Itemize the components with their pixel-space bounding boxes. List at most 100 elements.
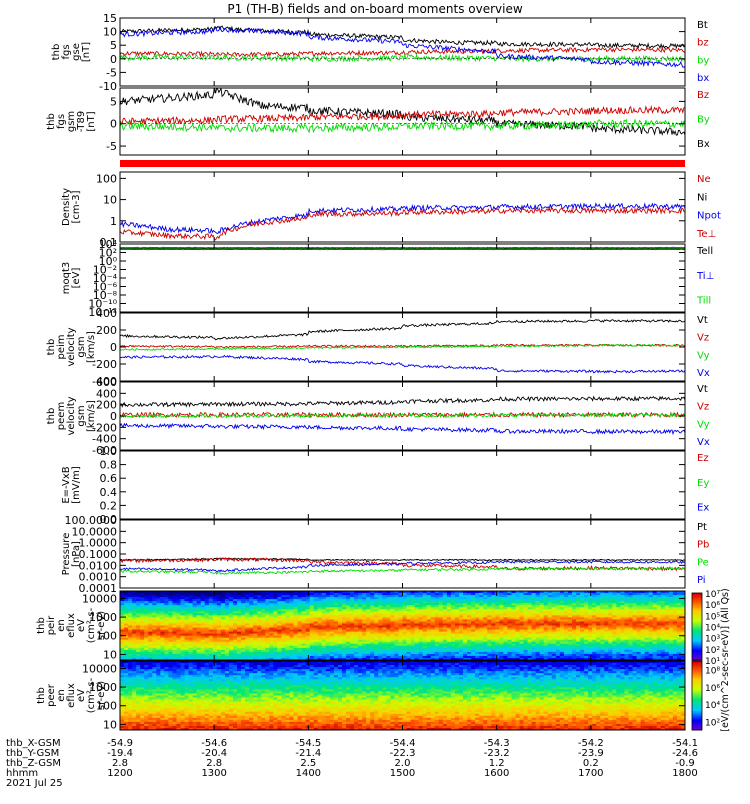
plot-title: P1 (TH-B) fields and on-board moments ov… (227, 2, 523, 16)
legend-pressure-3: Pi (697, 575, 706, 586)
colorbar-tick: 10⁶ (705, 684, 720, 694)
y-tick-label: 10000 (82, 662, 117, 675)
colorbar-tick: 10⁶ (705, 601, 720, 611)
y-tick-label: 100 (96, 172, 117, 185)
legend-fgs-3: bx (697, 73, 709, 84)
legend-peim-0: Vt (697, 315, 708, 326)
ylabel-line: sr-eV) (96, 611, 107, 640)
series-fgs_gsm-1 (120, 107, 685, 125)
series-fgs_gsm-2 (120, 120, 685, 133)
legend-temp-2: Till (696, 296, 711, 307)
ylabel-line: sr-eV) (96, 681, 107, 710)
ylabel-line: [mV/m] (71, 466, 82, 504)
legend-peem-2: Vy (697, 419, 710, 430)
date-label: 2021 Jul 25 (6, 778, 63, 789)
series-density-0 (120, 204, 685, 234)
series-peem-0 (120, 397, 685, 407)
legend-efield-0: Ez (697, 453, 709, 464)
y-tick-label: 0 (110, 118, 117, 131)
y-tick-label: 5 (110, 95, 117, 108)
y-tick-label: -5 (106, 66, 117, 79)
legend-fgs_gsm-2: Bx (697, 139, 710, 150)
ylabel-line: [nT] (81, 42, 92, 62)
y-tick-label: 0 (110, 53, 117, 66)
panel-frame (120, 244, 685, 312)
panel-frame (120, 520, 685, 588)
legend-fgs-2: by (697, 55, 709, 66)
legend-efield-2: Ex (697, 503, 709, 514)
y-tick-label: 15 (103, 12, 117, 25)
legend-fgs_gsm-0: Bz (697, 90, 709, 101)
spectrogram-peer (120, 661, 686, 731)
legend-fgs-0: Bt (697, 20, 708, 31)
ylabel-line: [eV] (71, 268, 82, 289)
colorbar-tick: 10¹ (705, 657, 720, 667)
colorbar-tick: 10⁵ (705, 612, 720, 622)
legend-peim-3: Vx (697, 368, 710, 379)
legend-efield-1: Ey (697, 478, 709, 489)
colorbar-tick: 10² (705, 718, 720, 728)
axis-row-value: 1300 (201, 768, 226, 779)
ylabel-line: [km/s] (86, 331, 97, 363)
y-tick-label: 0.8 (100, 459, 118, 472)
axis-row-value: 1600 (484, 768, 509, 779)
series-peim-3 (120, 356, 685, 373)
legend-peim-1: Vz (697, 333, 709, 344)
axis-row-value: 1200 (107, 768, 132, 779)
y-tick-label: 200 (96, 324, 117, 337)
spectrogram-peir (120, 591, 686, 661)
y-tick-label: 0.4 (100, 486, 118, 499)
legend-density-2: Npot (697, 211, 721, 222)
legend-pressure-0: Pt (697, 522, 707, 533)
y-tick-label: 0.6 (100, 472, 118, 485)
panel-temp: 10⁴10²10⁰10⁻²10⁻⁴10⁻⁶10⁻⁸10⁻¹⁰10⁻¹²moqt3… (61, 238, 714, 319)
colorbar-label: [eV/(cm^2-sec-sr-eV)] (All Qs) (720, 588, 731, 731)
y-tick-label: -5 (106, 140, 117, 153)
series-pressure-3 (120, 568, 685, 575)
colorbar-tick: 10⁷ (705, 590, 720, 600)
panel-frame (120, 451, 685, 519)
y-tick-label: 1.0 (100, 445, 118, 458)
series-peim-0 (120, 320, 685, 340)
colorbar-tick: 10⁸ (705, 667, 720, 677)
legend-peem-1: Vz (697, 402, 709, 413)
legend-temp-1: Ti⊥ (696, 271, 714, 282)
legend-pressure-1: Pb (697, 540, 709, 551)
y-tick-label: 10 (103, 718, 117, 731)
y-tick-label: 10000 (82, 592, 117, 605)
y-tick-label: 0 (110, 341, 117, 354)
legend-fgs_gsm-1: By (697, 114, 710, 125)
axis-row-value: 1800 (672, 768, 697, 779)
ylabel-line: [nPa] (71, 541, 82, 567)
ylabel-density: Density[cm-3] (61, 188, 82, 226)
legend-temp-0: Tell (696, 246, 713, 257)
y-tick-label: 10 (103, 648, 117, 661)
legend-density-0: Ne (697, 174, 711, 185)
y-tick-label: -10 (99, 80, 117, 93)
y-tick-label: 1 (110, 215, 117, 228)
legend-density-1: Ni (697, 192, 707, 203)
legend-peem-0: Vt (697, 384, 708, 395)
axis-row-value: 1500 (390, 768, 415, 779)
legend-peem-3: Vx (697, 437, 710, 448)
axis-row-value: 1400 (296, 768, 321, 779)
fgs-mode-bar (120, 160, 685, 167)
y-tick-label: 5 (110, 39, 117, 52)
y-tick-label: 0.2 (100, 499, 118, 512)
colorbar-label-text: [eV/(cm^2-sec-sr-eV)] (All Qs) (720, 588, 731, 731)
